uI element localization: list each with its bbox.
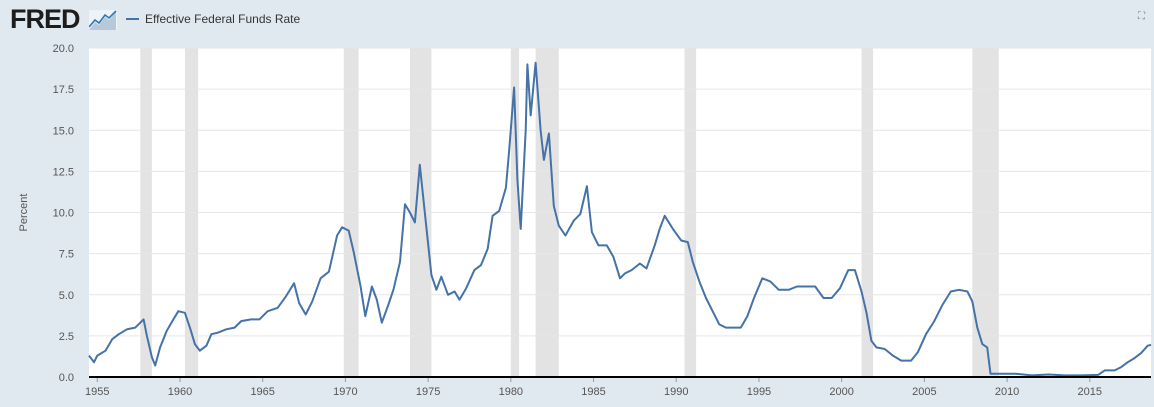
- grid-lines: [89, 47, 1151, 337]
- y-tick-label: 15.0: [53, 125, 74, 137]
- y-tick-label: 0.0: [59, 372, 74, 384]
- x-tick-label: 1985: [581, 386, 605, 398]
- chart-header: FRED Effective Federal Funds Rate ⛶: [0, 0, 1154, 40]
- x-tick-label: 1955: [85, 386, 109, 398]
- chart-legend[interactable]: Effective Federal Funds Rate: [126, 11, 300, 27]
- x-axis-ticks: 1955 1960 1965 1970 1975 1980 1985 1990 1995 2000…: [85, 377, 1102, 398]
- y-tick-label: 7.5: [59, 249, 74, 261]
- x-tick-label: 1970: [333, 386, 357, 398]
- fred-logo[interactable]: FRED: [10, 4, 80, 34]
- y-tick-label: 2.5: [59, 331, 74, 343]
- y-axis-ticks: 0.0 2.5 5.0 7.5 10.0 12.5 15.0 17.5 20.0: [53, 43, 74, 384]
- y-tick-label: 5.0: [59, 290, 74, 302]
- x-tick-label: 2015: [1078, 386, 1102, 398]
- legend-swatch: [126, 18, 139, 20]
- x-tick-label: 1980: [499, 386, 523, 398]
- y-tick-label: 20.0: [53, 43, 74, 55]
- x-tick-label: 2005: [912, 386, 936, 398]
- y-tick-label: 12.5: [53, 166, 74, 178]
- x-tick-label: 2010: [995, 386, 1019, 398]
- x-tick-label: 1995: [747, 386, 771, 398]
- x-tick-label: 2000: [829, 386, 853, 398]
- legend-label: Effective Federal Funds Rate: [145, 12, 301, 26]
- x-tick-label: 1960: [168, 386, 192, 398]
- x-tick-label: 1975: [416, 386, 440, 398]
- y-axis-label: Percent: [18, 194, 30, 232]
- series-line-effective-federal-funds-rate[interactable]: [88, 61, 1152, 377]
- y-tick-label: 10.0: [53, 208, 74, 220]
- fullscreen-icon[interactable]: ⛶: [1138, 11, 1145, 22]
- x-tick-label: 1965: [250, 386, 274, 398]
- chart-line-icon: [89, 10, 117, 30]
- x-tick-label: 1990: [664, 386, 688, 398]
- y-tick-label: 17.5: [53, 84, 74, 96]
